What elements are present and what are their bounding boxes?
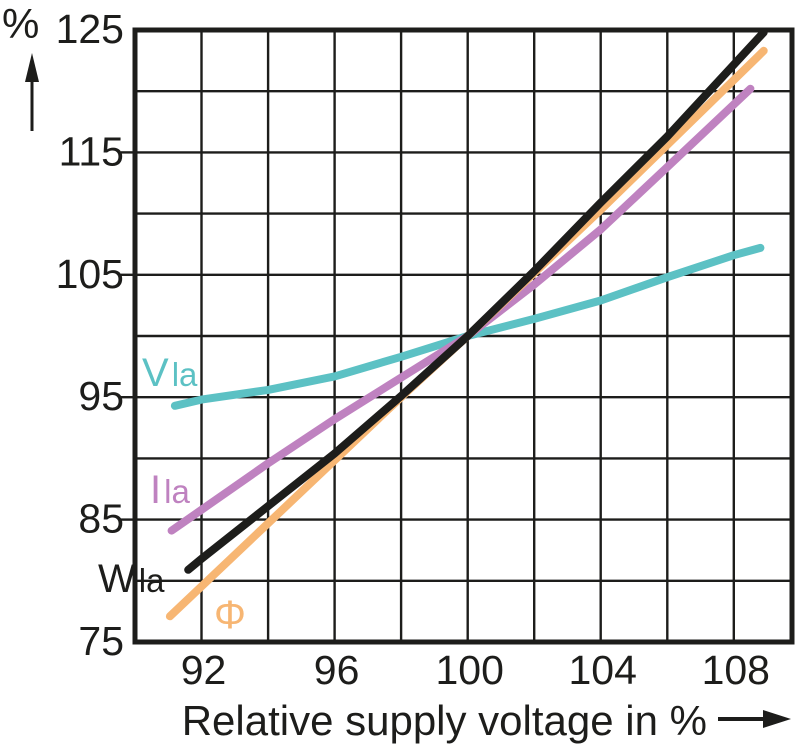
x-tick-label-104: 104 bbox=[568, 647, 636, 693]
curve-label-main-I_la: I bbox=[150, 468, 161, 512]
x-tick-label-108: 108 bbox=[702, 647, 770, 693]
curve-label-W_la: Wla bbox=[98, 557, 165, 601]
y-tick-label-95: 95 bbox=[78, 373, 124, 419]
curves bbox=[165, 28, 768, 621]
x-tick-label-100: 100 bbox=[435, 647, 503, 693]
curve-label-sub-V_la: la bbox=[172, 356, 198, 393]
y-axis-up-arrow-icon bbox=[25, 53, 39, 131]
y-tick-label-85: 85 bbox=[78, 496, 124, 542]
y-tick-label-75: 75 bbox=[78, 618, 124, 664]
x-arrow-head bbox=[763, 710, 791, 728]
curve-W_la bbox=[184, 28, 768, 574]
y-tick-label-125: 125 bbox=[56, 6, 124, 52]
curve-label-V_la: Vla bbox=[142, 351, 198, 395]
plot-frame bbox=[132, 27, 795, 645]
y-tick-label-115: 115 bbox=[59, 128, 124, 174]
curve-label-main-W_la: W bbox=[98, 557, 136, 601]
x-axis-right-arrow-icon bbox=[718, 710, 791, 728]
curve-label-I_la: Ila bbox=[150, 468, 190, 512]
y-axis-unit-label: % bbox=[2, 0, 39, 47]
plot-frame-layer bbox=[132, 27, 795, 645]
tick-labels: 75 85 95 105 115 125 92 96 100 104 108 bbox=[56, 6, 770, 693]
x-tick-label-92: 92 bbox=[181, 647, 227, 693]
curve-label-sub-I_la: la bbox=[164, 473, 190, 510]
curve-label-phi: Φ bbox=[214, 593, 246, 637]
curve-label-main-phi: Φ bbox=[214, 593, 246, 637]
curve-label-sub-W_la: la bbox=[139, 562, 165, 599]
x-axis-title: Relative supply voltage in % bbox=[182, 697, 707, 744]
curve-label-main-V_la: V bbox=[142, 351, 169, 395]
curve-I_la bbox=[167, 84, 755, 535]
y-arrow-head bbox=[25, 53, 39, 82]
x-tick-label-96: 96 bbox=[314, 647, 360, 693]
y-tick-label-105: 105 bbox=[56, 251, 124, 297]
